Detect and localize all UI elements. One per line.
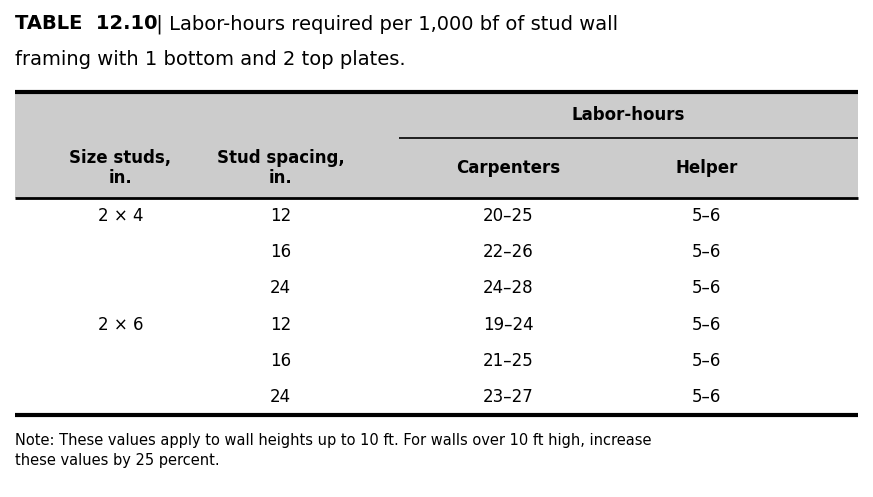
Text: Helper: Helper (675, 159, 738, 177)
Text: Labor-hours: Labor-hours (572, 106, 685, 124)
Text: 23–27: 23–27 (483, 388, 533, 406)
Text: 16: 16 (270, 243, 291, 261)
Text: 19–24: 19–24 (483, 316, 533, 333)
Text: 20–25: 20–25 (483, 207, 533, 225)
Text: 5–6: 5–6 (691, 243, 721, 261)
Text: 12: 12 (270, 316, 292, 333)
Text: 24: 24 (270, 388, 291, 406)
Text: framing with 1 bottom and 2 top plates.: framing with 1 bottom and 2 top plates. (15, 50, 406, 69)
Bar (15, 92, 858, 198)
Text: 16: 16 (270, 352, 291, 370)
Text: 24–28: 24–28 (483, 279, 533, 297)
Text: | Labor-hours required per 1,000 bf of stud wall: | Labor-hours required per 1,000 bf of s… (150, 14, 618, 33)
Text: 5–6: 5–6 (691, 316, 721, 333)
Text: 5–6: 5–6 (691, 207, 721, 225)
Text: these values by 25 percent.: these values by 25 percent. (15, 453, 220, 468)
Text: 5–6: 5–6 (691, 279, 721, 297)
Text: 22–26: 22–26 (483, 243, 533, 261)
Text: 5–6: 5–6 (691, 388, 721, 406)
Text: Note: These values apply to wall heights up to 10 ft. For walls over 10 ft high,: Note: These values apply to wall heights… (15, 433, 651, 448)
Text: Stud spacing,
in.: Stud spacing, in. (217, 149, 345, 187)
Text: 24: 24 (270, 279, 291, 297)
Text: Size studs,
in.: Size studs, in. (69, 149, 171, 187)
Bar (15, 198, 858, 415)
Text: TABLE  12.10: TABLE 12.10 (15, 14, 157, 33)
Text: 12: 12 (270, 207, 292, 225)
Text: 2 × 4: 2 × 4 (98, 207, 143, 225)
Text: 2 × 6: 2 × 6 (98, 316, 143, 333)
Text: Carpenters: Carpenters (456, 159, 560, 177)
Text: 21–25: 21–25 (483, 352, 533, 370)
Text: 5–6: 5–6 (691, 352, 721, 370)
